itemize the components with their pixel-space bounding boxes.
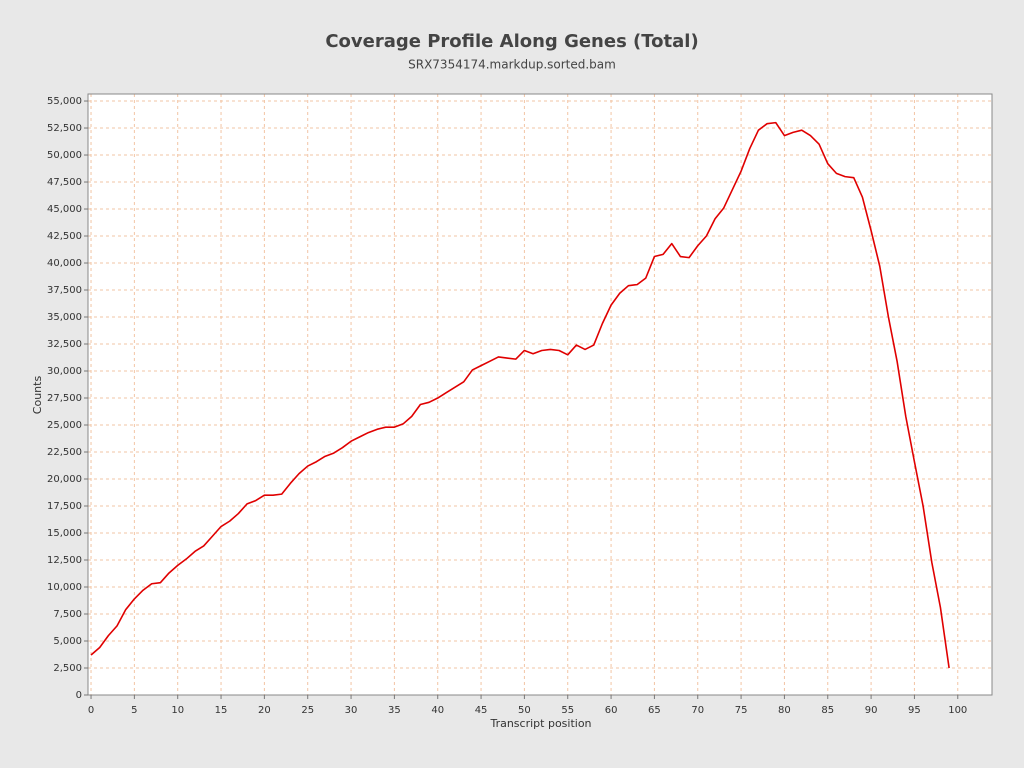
x-tick-label: 75 [735, 705, 748, 716]
y-tick-label: 20,000 [47, 474, 82, 485]
y-tick-label: 12,500 [47, 555, 82, 566]
x-tick-label: 20 [258, 705, 271, 716]
y-tick-label: 50,000 [47, 150, 82, 161]
chart-title: Coverage Profile Along Genes (Total) [325, 31, 698, 52]
x-axis-label: Transcript position [489, 717, 591, 730]
y-tick-label: 30,000 [47, 366, 82, 377]
x-tick-label: 65 [648, 705, 661, 716]
y-tick-label: 25,000 [47, 420, 82, 431]
x-tick-label: 90 [865, 705, 878, 716]
y-tick-label: 37,500 [47, 285, 82, 296]
x-tick-label: 45 [475, 705, 488, 716]
y-tick-label: 0 [76, 690, 82, 701]
x-tick-label: 60 [605, 705, 618, 716]
y-tick-label: 22,500 [47, 447, 82, 458]
y-tick-label: 40,000 [47, 258, 82, 269]
x-tick-label: 40 [431, 705, 444, 716]
y-tick-label: 10,000 [47, 582, 82, 593]
y-tick-label: 17,500 [47, 501, 82, 512]
y-tick-label: 2,500 [53, 663, 82, 674]
data-line [90, 121, 950, 669]
x-tick-label: 80 [778, 705, 791, 716]
x-tick-label: 85 [821, 705, 834, 716]
x-tick-label: 35 [388, 705, 401, 716]
marks [90, 121, 950, 669]
y-tick-label: 7,500 [53, 609, 82, 620]
x-tick-label: 0 [88, 705, 94, 716]
y-tick-label: 35,000 [47, 312, 82, 323]
x-tick-label: 15 [215, 705, 228, 716]
y-tick-label: 42,500 [47, 231, 82, 242]
y-tick-label: 55,000 [47, 96, 82, 107]
x-tick-label: 95 [908, 705, 921, 716]
y-tick-label: 47,500 [47, 177, 82, 188]
y-tick-label: 27,500 [47, 393, 82, 404]
y-tick-label: 15,000 [47, 528, 82, 539]
x-tick-label: 100 [948, 705, 967, 716]
y-tick-label: 45,000 [47, 204, 82, 215]
grid [88, 94, 992, 696]
x-tick-label: 10 [171, 705, 184, 716]
plot-area [88, 94, 992, 695]
y-axis-label: Counts [31, 376, 44, 415]
chart-subtitle: SRX7354174.markdup.sorted.bam [408, 58, 616, 72]
x-tick-label: 30 [345, 705, 358, 716]
plot-frame [87, 93, 993, 696]
x-tick-label: 25 [301, 705, 314, 716]
y-tick-label: 32,500 [47, 339, 82, 350]
x-tick-label: 55 [561, 705, 574, 716]
y-tick-label: 5,000 [53, 636, 82, 647]
y-tick-label: 52,500 [47, 123, 82, 134]
x-tick-label: 50 [518, 705, 531, 716]
x-tick-label: 5 [131, 705, 137, 716]
x-tick-label: 70 [691, 705, 704, 716]
